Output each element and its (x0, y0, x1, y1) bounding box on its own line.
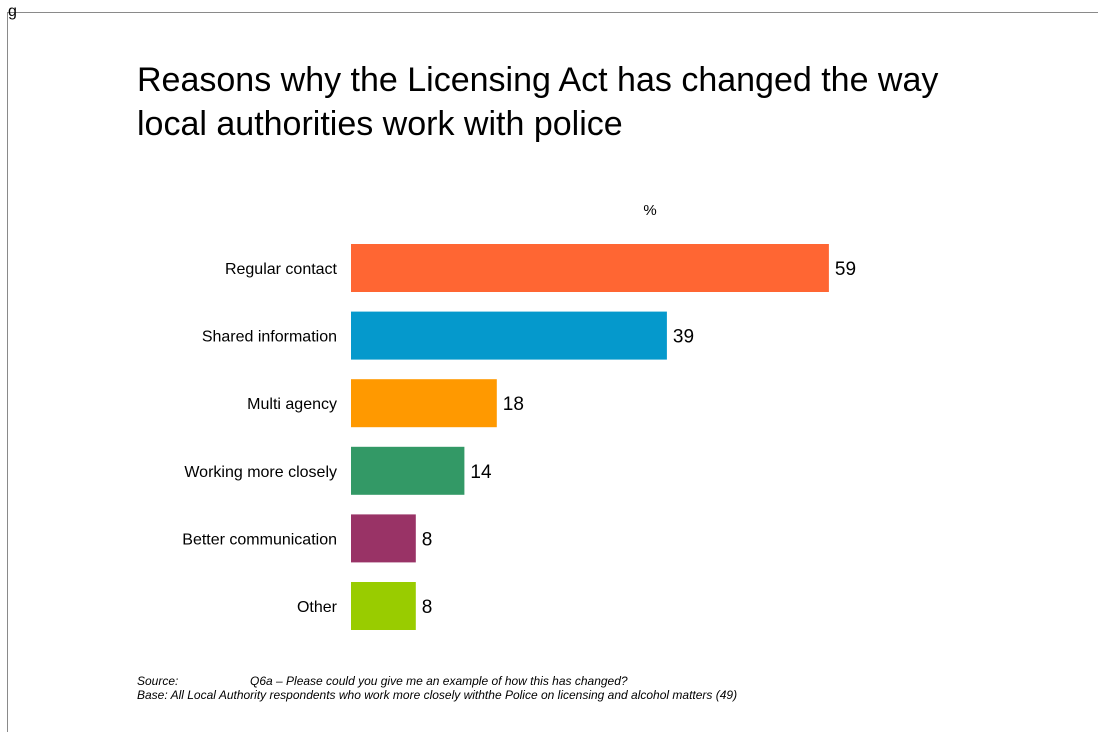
value-label-shared-information: 39 (673, 327, 694, 348)
category-label-regular-contact: Regular contact (225, 261, 338, 278)
value-label-better-communication: 8 (422, 529, 433, 550)
corner-mark: g (8, 3, 17, 20)
category-label-working-more-closely: Working more closely (184, 464, 337, 481)
value-label-other: 8 (422, 597, 433, 618)
chart-title: Reasons why the Licensing Act has change… (137, 61, 939, 143)
value-label-multi-agency: 18 (503, 394, 524, 415)
category-label-multi-agency: Multi agency (247, 396, 337, 413)
chart-frame: g (7, 4, 1098, 732)
source-line: Source: Q6a – Please could you give me an… (137, 674, 1037, 688)
source-text: Q6a – Please could you give me an exampl… (250, 674, 628, 688)
bar-multi-agency (351, 379, 497, 428)
bar-regular-contact (351, 244, 829, 292)
category-label-better-communication: Better communication (182, 531, 337, 548)
value-label-working-more-closely: 14 (470, 462, 492, 483)
footnote: Source: Q6a – Please could you give me an… (137, 674, 1037, 702)
bar-working-more-closely (351, 446, 465, 495)
bar-shared-information (351, 311, 667, 360)
bar-better-communication (351, 514, 416, 563)
bar-other (351, 582, 416, 630)
category-label-other: Other (297, 599, 338, 616)
unit-label: % (643, 202, 657, 219)
value-label-regular-contact: 59 (835, 259, 856, 280)
source-label: Source: (137, 674, 179, 688)
base-line: Base: All Local Authority respondents wh… (137, 688, 738, 702)
category-label-shared-information: Shared information (202, 329, 337, 346)
